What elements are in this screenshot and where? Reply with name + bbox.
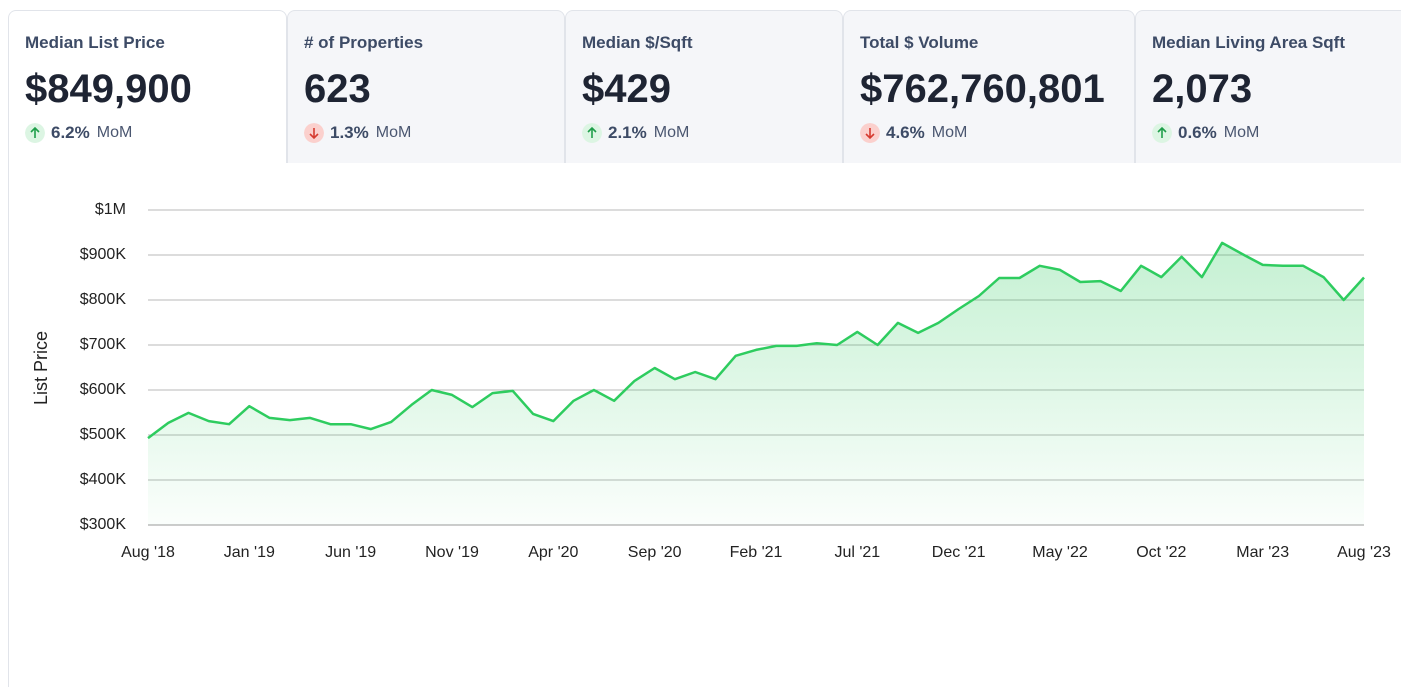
kpi-change: 1.3% MoM (304, 123, 411, 143)
x-tick-label: Aug '18 (121, 544, 175, 561)
kpi-card[interactable]: Total $ Volume $762,760,801 4.6% MoM (843, 10, 1135, 163)
kpi-label: Median $/Sqft (582, 33, 693, 52)
y-tick-label: $900K (80, 246, 127, 263)
kpi-value: $849,900 (25, 67, 192, 111)
x-tick-label: Mar '23 (1236, 544, 1289, 561)
kpi-label: Median List Price (25, 33, 165, 52)
kpi-change-pct: 2.1% (608, 123, 647, 142)
y-tick-label: $600K (80, 381, 127, 398)
kpi-change-pct: 4.6% (886, 123, 925, 142)
kpi-value: $762,760,801 (860, 67, 1105, 111)
x-tick-label: Apr '20 (528, 544, 578, 561)
kpi-label: # of Properties (304, 33, 424, 52)
x-tick-label: Oct '22 (1136, 544, 1186, 561)
kpi-label: Median Living Area Sqft (1152, 33, 1346, 52)
kpi-card[interactable]: # of Properties 623 1.3% MoM (287, 10, 565, 163)
kpi-value: $429 (582, 67, 671, 111)
kpi-change-pct: 6.2% (51, 123, 90, 142)
chart-panel (8, 163, 1401, 687)
trend-icon (1152, 123, 1172, 143)
kpi-period: MoM (1223, 124, 1260, 141)
kpi-card[interactable]: Median Living Area Sqft 2,073 0.6% MoM (1135, 10, 1401, 163)
x-tick-label: Jan '19 (224, 544, 275, 561)
kpi-change-pct: 0.6% (1178, 123, 1217, 142)
y-tick-label: $700K (80, 336, 127, 353)
trend-icon (860, 123, 880, 143)
x-tick-label: Feb '21 (730, 544, 783, 561)
x-tick-label: Aug '23 (1337, 544, 1391, 561)
y-tick-label: $800K (80, 291, 127, 308)
kpi-change: 4.6% MoM (860, 123, 967, 143)
kpi-change: 0.6% MoM (1152, 123, 1259, 143)
x-tick-label: Jun '19 (325, 544, 376, 561)
kpi-period: MoM (375, 124, 412, 141)
trend-icon (304, 123, 324, 143)
y-axis-label: List Price (31, 331, 51, 405)
kpi-change: 2.1% MoM (582, 123, 689, 143)
x-tick-label: Sep '20 (628, 544, 682, 561)
y-tick-label: $300K (80, 516, 127, 533)
y-tick-label: $500K (80, 426, 127, 443)
line (147, 241, 1365, 440)
x-tick-label: Jul '21 (834, 544, 880, 561)
x-tick-label: May '22 (1032, 544, 1088, 561)
area-fill (148, 242, 1364, 525)
kpi-change-pct: 1.3% (330, 123, 369, 142)
kpi-period: MoM (653, 124, 690, 141)
kpi-period: MoM (931, 124, 968, 141)
kpi-change: 6.2% MoM (25, 123, 132, 143)
kpi-value: 2,073 (1152, 67, 1253, 111)
y-tick-label: $400K (80, 471, 127, 488)
y-tick-label: $1M (95, 201, 126, 218)
x-tick-label: Dec '21 (932, 544, 986, 561)
trend-icon (25, 123, 45, 143)
kpi-period: MoM (96, 124, 133, 141)
kpi-label: Total $ Volume (860, 33, 979, 52)
kpi-card[interactable]: Median List Price $849,900 6.2% MoM (8, 10, 287, 163)
kpi-value: 623 (304, 67, 371, 111)
trend-icon (582, 123, 602, 143)
kpi-card[interactable]: Median $/Sqft $429 2.1% MoM (565, 10, 843, 163)
x-tick-label: Nov '19 (425, 544, 479, 561)
